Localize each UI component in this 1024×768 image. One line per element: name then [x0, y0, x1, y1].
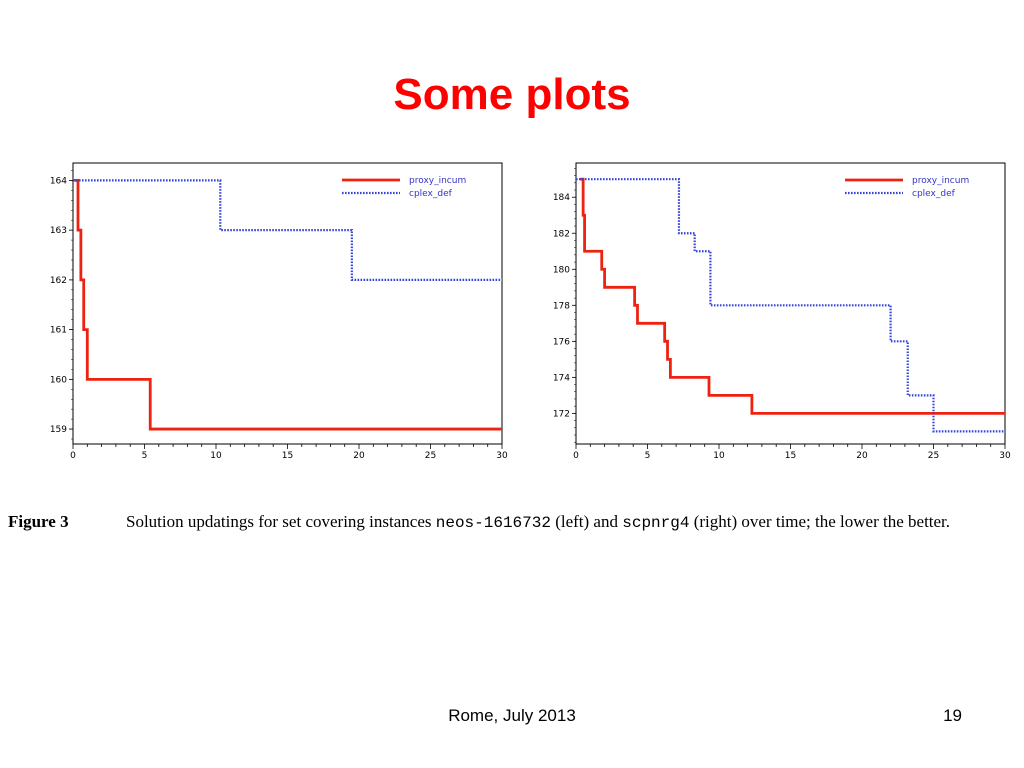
x-tick-label: 30 [999, 451, 1011, 461]
x-tick-label: 25 [928, 451, 939, 461]
x-tick-label: 15 [785, 451, 796, 461]
x-tick-label: 20 [856, 451, 868, 461]
chart-left: 0 5 10 15 20 25 30 159 160 161 162 163 164 proxy_incu… [50, 162, 508, 461]
caption-text: Solution updatings for set covering inst… [126, 511, 1018, 534]
caption-part-3: (right) over time; the lower the better. [689, 512, 951, 531]
y-tick-label: 159 [50, 425, 67, 435]
caption-instance-right: scpnrg4 [622, 514, 690, 532]
y-tick-label: 161 [50, 326, 67, 336]
series-line-cplex_def [576, 178, 1005, 433]
chart-right: 0 5 10 15 20 25 30 172 174 176 178 180 182 184 proxy_i… [553, 162, 1011, 461]
plot-frame [72, 162, 503, 445]
slide-title: Some plots [393, 70, 631, 119]
series-line-proxy_incum [580, 177, 1005, 415]
x-tick-label: 10 [210, 451, 222, 461]
legend-label-cplex_def: cplex_def [409, 189, 453, 199]
x-tick-label: 0 [70, 451, 76, 461]
y-tick-label: 164 [50, 176, 67, 186]
y-tick-label: 172 [553, 409, 570, 419]
y-tick-label: 162 [50, 276, 67, 286]
legend-label-proxy_incum: proxy_incum [912, 176, 969, 186]
caption-part-1: Solution updatings for set covering inst… [126, 512, 436, 531]
series-line-cplex_def [73, 179, 502, 281]
y-tick-label: 182 [553, 229, 570, 239]
x-tick-label: 25 [425, 451, 436, 461]
y-tick-label: 160 [50, 375, 67, 385]
y-tick-label: 180 [553, 265, 570, 275]
caption-part-2: (left) and [550, 512, 623, 531]
caption-instance-left: neos-1616732 [435, 514, 551, 532]
y-tick-label: 174 [553, 373, 570, 383]
y-tick-label: 184 [553, 193, 570, 203]
plot-frame [575, 162, 1006, 445]
caption-label: Figure 3 [8, 512, 69, 531]
page-number: 19 [943, 706, 962, 725]
footer-date: Rome, July 2013 [448, 706, 576, 725]
legend-label-cplex_def: cplex_def [912, 189, 956, 199]
x-tick-label: 10 [713, 451, 725, 461]
x-tick-label: 0 [573, 451, 579, 461]
y-tick-label: 178 [553, 301, 570, 311]
y-tick-label: 176 [553, 337, 570, 347]
x-tick-label: 15 [282, 451, 293, 461]
y-tick-label: 163 [50, 226, 67, 236]
legend-label-proxy_incum: proxy_incum [409, 176, 466, 186]
x-tick-label: 5 [142, 451, 148, 461]
x-tick-label: 20 [353, 451, 365, 461]
series-line-proxy_incum [74, 179, 502, 431]
x-tick-label: 30 [496, 451, 508, 461]
x-tick-label: 5 [645, 451, 651, 461]
